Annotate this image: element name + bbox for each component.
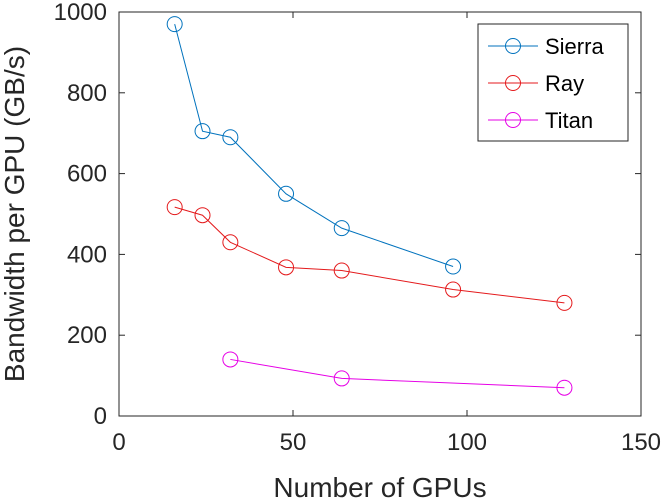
legend: Sierra Ray Titan xyxy=(477,23,629,142)
legend-swatch-marker xyxy=(505,75,521,91)
x-tick-label: 150 xyxy=(621,429,661,456)
x-tick-label: 50 xyxy=(280,429,307,456)
y-tick-label: 400 xyxy=(67,241,107,268)
legend-swatch-marker xyxy=(505,112,521,128)
y-axis-ticks: 0 200 400 600 800 1000 xyxy=(54,0,641,430)
titan-data-point xyxy=(556,379,573,396)
y-tick-label: 0 xyxy=(94,403,107,430)
y-tick-label: 1000 xyxy=(54,0,107,26)
legend-entry-titan: Titan xyxy=(488,108,593,133)
x-tick-label: 100 xyxy=(447,429,487,456)
sierra-data-point xyxy=(278,185,295,202)
legend-label: Ray xyxy=(545,71,584,96)
ray-data-point xyxy=(333,262,350,279)
y-tick-label: 600 xyxy=(67,161,107,188)
series-layer xyxy=(166,16,573,396)
legend-label: Titan xyxy=(545,108,593,133)
ray-data-point xyxy=(278,259,295,276)
ray-data-point xyxy=(166,199,183,216)
sierra-series xyxy=(166,16,462,275)
legend-swatch-marker xyxy=(505,38,521,54)
sierra-data-point xyxy=(333,220,350,237)
y-tick-label: 800 xyxy=(67,80,107,107)
y-axis-title: Bandwidth per GPU (GB/s) xyxy=(0,46,30,382)
axes-box xyxy=(118,11,642,417)
sierra-data-point xyxy=(194,123,211,140)
x-tick-label: 0 xyxy=(112,429,125,456)
ray-line xyxy=(174,206,565,304)
x-axis-title: Number of GPUs xyxy=(273,472,486,502)
y-tick-label: 200 xyxy=(67,322,107,349)
titan-line xyxy=(230,358,565,389)
sierra-data-point xyxy=(445,258,462,275)
legend-entry-sierra: Sierra xyxy=(488,34,604,59)
sierra-line xyxy=(174,23,454,267)
sierra-data-point xyxy=(166,16,183,33)
x-axis-ticks: 0 50 100 150 xyxy=(112,12,661,456)
titan-data-point xyxy=(222,351,239,368)
ray-data-point xyxy=(445,281,462,298)
ray-data-point xyxy=(222,234,239,251)
titan-data-point xyxy=(333,370,350,387)
ray-data-point xyxy=(194,207,211,224)
titan-series xyxy=(222,351,573,396)
legend-entry-ray: Ray xyxy=(488,71,584,96)
ray-data-point xyxy=(556,294,573,311)
legend-label: Sierra xyxy=(545,34,604,59)
sierra-data-point xyxy=(222,129,239,146)
ray-series xyxy=(166,199,573,311)
